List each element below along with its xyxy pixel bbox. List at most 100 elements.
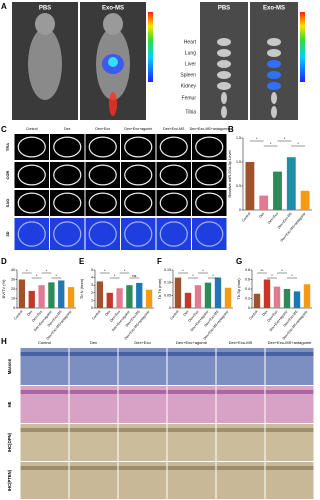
organ <box>217 49 231 57</box>
growth-plate <box>118 352 167 356</box>
column-header: Dex+Exo-MS <box>163 127 185 131</box>
row-label: IHC(PTEN) <box>7 469 12 491</box>
organ-label: Lung <box>185 50 196 56</box>
x-tick-label: Dex <box>262 309 269 316</box>
growth-plate <box>216 352 265 356</box>
significance: * <box>256 136 258 141</box>
ct-image <box>156 162 191 188</box>
bone <box>53 192 82 214</box>
y-tick-label: 30 <box>11 277 15 281</box>
y-tick-label: 0.4 <box>245 287 250 291</box>
growth-plate <box>167 352 216 356</box>
panel-label: D <box>1 257 7 266</box>
significance: * <box>284 136 286 141</box>
ct-image <box>14 218 49 250</box>
bar <box>116 288 123 308</box>
bar <box>263 279 271 308</box>
organ <box>221 92 227 104</box>
significance: * <box>104 268 106 273</box>
bone <box>195 136 224 158</box>
image-label: Exo-MS <box>102 6 124 12</box>
bone <box>88 164 117 186</box>
growth-plate <box>265 466 314 470</box>
ct-image <box>85 134 120 160</box>
bar <box>58 280 65 308</box>
column-header: Dex+Exo-MS+antagomir <box>190 127 230 131</box>
y-tick-label: 5 <box>91 268 93 272</box>
y-tick-label: 20 <box>11 287 15 291</box>
bone <box>159 136 188 158</box>
organ <box>221 106 227 118</box>
ct-image <box>121 218 156 250</box>
bar <box>259 195 269 210</box>
y-tick-label: 40 <box>11 268 15 272</box>
panel-label: B <box>228 125 234 134</box>
organ <box>217 60 231 68</box>
panel-label: C <box>1 125 7 134</box>
organ <box>217 71 231 79</box>
growth-plate <box>167 428 216 432</box>
significance: * <box>46 268 48 273</box>
ct-image <box>192 190 227 216</box>
significance: * <box>281 268 283 273</box>
y-axis-label: Tb.Th (mm) <box>157 278 162 300</box>
organ-label: Femur <box>182 95 197 101</box>
bone <box>53 164 82 186</box>
mouse-head <box>35 13 55 35</box>
ct-image <box>156 190 191 216</box>
column-header: Dex+Exo+agomir <box>176 340 208 345</box>
y-tick-label: 4 <box>91 276 93 280</box>
significance: * <box>56 273 58 278</box>
column-header: Dex+Exo <box>134 340 151 345</box>
organ <box>271 106 277 118</box>
bone <box>88 136 117 158</box>
y-axis-label: Tb.N (/mm) <box>79 278 84 299</box>
growth-plate <box>20 466 69 470</box>
organ-label: Spleen <box>180 72 196 78</box>
bone <box>17 136 46 158</box>
column-header: Dex <box>90 340 97 345</box>
growth-plate <box>265 428 314 432</box>
x-tick-label: Dex <box>258 211 265 218</box>
growth-plate <box>20 428 69 432</box>
significance: ns <box>132 273 136 278</box>
bar <box>174 277 182 308</box>
y-tick-label: 0 <box>91 306 93 310</box>
bone <box>195 164 224 186</box>
organ <box>217 82 231 90</box>
y-tick-label: 0.10 <box>164 281 171 285</box>
bone <box>17 164 46 186</box>
ct-image <box>192 218 227 250</box>
ct-image <box>85 190 120 216</box>
bar <box>293 291 301 308</box>
y-tick-label: 0 <box>169 306 171 310</box>
y-axis-label: Tb.Sp (mm) <box>236 278 241 300</box>
ct-image <box>192 162 227 188</box>
y-tick-label: 3 <box>91 283 93 287</box>
row-label: IHC(OPN) <box>7 432 12 452</box>
bone <box>124 136 153 158</box>
growth-plate <box>265 390 314 394</box>
y-tick-label: 0.2 <box>245 296 250 300</box>
bar <box>126 285 133 308</box>
x-tick-label: Control <box>241 211 251 222</box>
image-label: Exo-MS <box>263 6 285 12</box>
growth-plate <box>69 428 118 432</box>
bar <box>214 277 222 308</box>
organ <box>267 82 281 90</box>
bar <box>28 290 35 308</box>
ct-image <box>156 218 191 250</box>
bar <box>145 289 153 308</box>
bar <box>283 289 291 308</box>
ct-image <box>50 134 85 160</box>
growth-plate <box>69 352 118 356</box>
row-label: SAG <box>5 199 10 208</box>
bone <box>124 164 153 186</box>
x-tick-label: Dex <box>26 309 33 316</box>
growth-plate <box>216 466 265 470</box>
y-tick-label: 1.0 <box>236 160 241 164</box>
row-label: COR <box>5 170 10 179</box>
significance: * <box>36 273 38 278</box>
growth-plate <box>118 428 167 432</box>
x-tick-label: Dex <box>104 309 111 316</box>
